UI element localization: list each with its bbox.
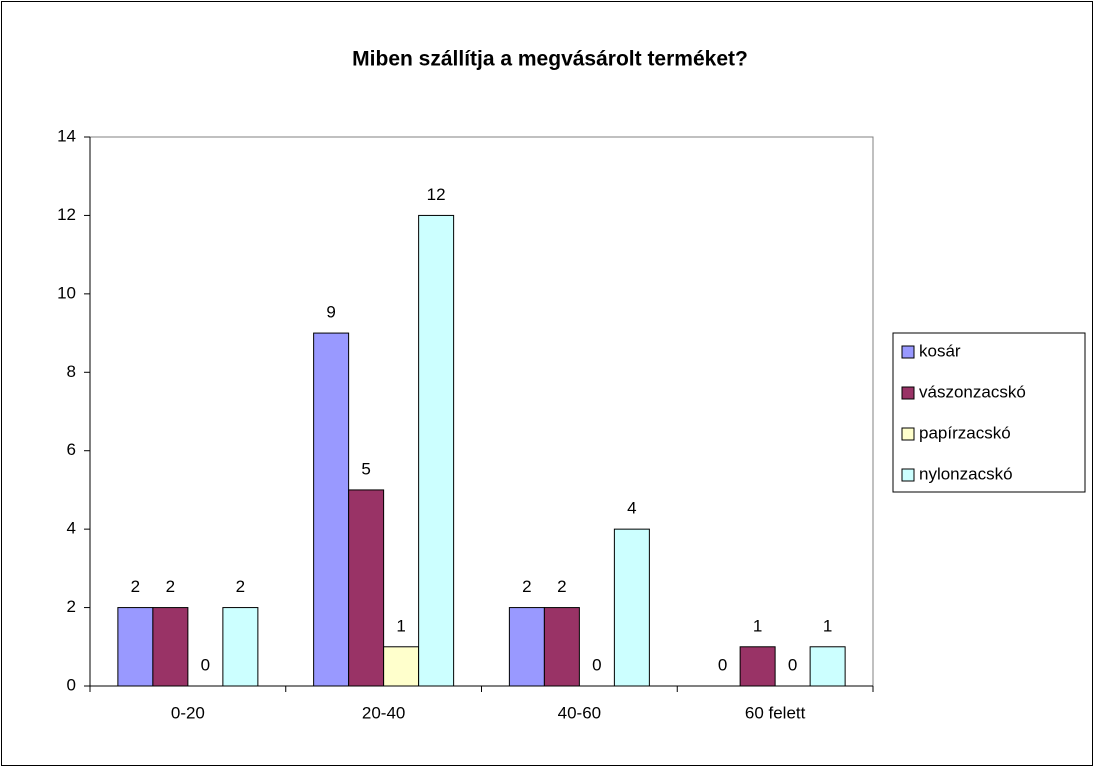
legend-swatch (901, 386, 915, 400)
data-label: 12 (427, 185, 446, 204)
legend-label: kosár (919, 341, 961, 360)
bar (418, 214, 455, 687)
data-label: 1 (753, 616, 762, 635)
data-label: 2 (131, 577, 140, 596)
x-tick-label: 60 felett (745, 703, 806, 722)
x-tick-label: 0-20 (171, 703, 205, 722)
data-label: 0 (788, 655, 797, 674)
bar (543, 607, 580, 687)
bar (383, 646, 420, 687)
plot-area (89, 136, 874, 687)
data-label: 5 (361, 459, 370, 478)
legend-label: nylonzacskó (919, 464, 1013, 483)
legend-swatch (901, 427, 915, 441)
data-label: 0 (201, 655, 210, 674)
bar (613, 528, 650, 687)
legend-label: papírzacskó (919, 423, 1011, 442)
data-label: 2 (236, 577, 245, 596)
data-label: 0 (592, 655, 601, 674)
y-tick-label: 12 (57, 205, 76, 224)
y-tick-label: 14 (57, 126, 76, 145)
bar (152, 607, 189, 687)
bar (313, 332, 350, 687)
data-label: 4 (627, 499, 636, 518)
data-label: 2 (557, 577, 566, 596)
legend-swatch (901, 345, 915, 359)
legend-label: vászonzacskó (919, 382, 1026, 401)
data-label: 9 (326, 303, 335, 322)
legend-box (892, 332, 1086, 493)
data-label: 1 (823, 616, 832, 635)
x-tick-label: 40-60 (558, 703, 601, 722)
data-label: 1 (396, 616, 405, 635)
y-tick-label: 10 (57, 283, 76, 302)
y-tick-label: 0 (67, 675, 76, 694)
legend-swatch (901, 468, 915, 482)
bar (508, 607, 545, 687)
y-tick-label: 2 (67, 597, 76, 616)
bar (222, 607, 259, 687)
chart-title: Miben szállítja a megvásárolt terméket? (352, 48, 748, 71)
bar (739, 646, 776, 687)
bar (348, 489, 385, 687)
x-tick-label: 20-40 (362, 703, 405, 722)
bar (809, 646, 846, 687)
data-label: 2 (166, 577, 175, 596)
y-tick-label: 4 (67, 519, 76, 538)
data-label: 2 (522, 577, 531, 596)
y-tick-label: 8 (67, 362, 76, 381)
data-label: 0 (718, 655, 727, 674)
y-tick-label: 6 (67, 440, 76, 459)
bar (117, 607, 154, 687)
